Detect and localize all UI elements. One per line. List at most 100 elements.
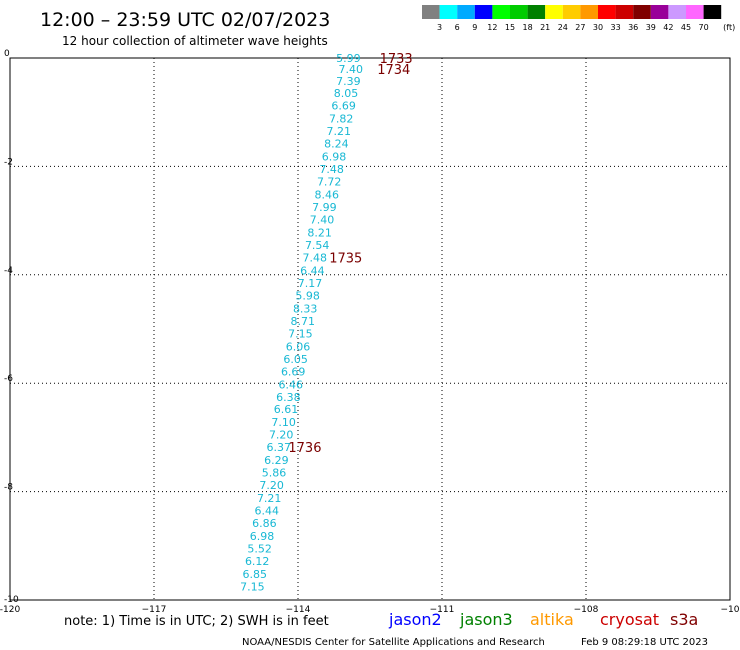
legend-swatch <box>474 5 493 19</box>
legend-swatch <box>527 5 546 19</box>
wave-height-point: 8.33 <box>293 302 318 315</box>
wave-height-point: 6.38 <box>276 391 301 404</box>
y-tick-label: -2 <box>4 157 13 167</box>
x-tick-label: -120 <box>0 605 20 615</box>
wave-height-point: 6.69 <box>331 100 356 113</box>
pass-number-label: 1736 <box>288 441 321 456</box>
legend-swatch <box>492 5 510 19</box>
legend-swatch <box>598 5 616 19</box>
y-tick-label: -10 <box>4 595 19 605</box>
legend-label: 6 <box>455 23 460 32</box>
wave-height-point: 6.05 <box>283 353 308 366</box>
plot-frame <box>9 57 731 601</box>
legend-label: 15 <box>505 23 515 32</box>
legend-label: 33 <box>611 23 621 32</box>
legend-swatch <box>457 5 475 19</box>
legend-swatch <box>580 5 598 19</box>
legend-label: 36 <box>628 23 638 32</box>
wave-height-point: 7.17 <box>298 277 323 290</box>
wave-height-point: 7.21 <box>257 492 282 505</box>
wave-height-point: 6.44 <box>300 264 325 277</box>
wave-height-point: 6.98 <box>250 530 275 543</box>
wave-height-point: 7.39 <box>336 75 361 88</box>
wave-height-point: 7.40 <box>310 214 335 227</box>
wave-height-point: 7.10 <box>271 416 296 429</box>
wave-height-point: 7.82 <box>329 113 354 126</box>
wave-height-point: 7.40 <box>339 63 364 76</box>
satellite-name: s3a <box>670 610 698 629</box>
legend-label: 42 <box>663 23 673 32</box>
wave-height-point: 8.46 <box>315 189 340 202</box>
wave-height-values: 5.997.407.398.056.697.827.218.246.987.48… <box>240 52 363 593</box>
chart-title: 12:00 – 23:59 UTC 02/07/2023 <box>40 9 330 31</box>
x-tick-label: −117 <box>142 605 167 615</box>
x-tick-label: −111 <box>430 605 455 615</box>
grid-lines <box>10 58 730 600</box>
footer-timestamp: Feb 9 08:29:18 UTC 2023 <box>581 637 708 648</box>
wave-height-point: 8.24 <box>324 138 349 151</box>
x-tick-label: −108 <box>574 605 599 615</box>
wave-height-point: 6.69 <box>281 365 306 378</box>
legend-swatch <box>545 5 563 19</box>
legend-label: 27 <box>575 23 585 32</box>
wave-height-point: 7.21 <box>327 125 352 138</box>
legend-label: 70 <box>699 23 709 32</box>
legend-swatch <box>615 5 634 19</box>
wave-height-point: 6.06 <box>286 340 311 353</box>
pass-number-label: 1734 <box>377 63 410 78</box>
wave-height-point: 8.21 <box>307 227 332 240</box>
legend-label: 39 <box>646 23 656 32</box>
pass-number-label: 1733 <box>380 52 413 67</box>
legend-swatch <box>686 5 704 19</box>
wave-height-point: 5.98 <box>295 289 320 302</box>
legend-label: 18 <box>523 23 533 32</box>
y-tick-label: 0 <box>4 49 10 59</box>
legend-label: 12 <box>487 23 497 32</box>
tick-labels: -120 −117 −114 −111 −108 −10 0 -2 -4 -6 -8 -10 <box>0 49 740 615</box>
wave-height-point: 8.05 <box>334 87 359 100</box>
legend-label: (ft) <box>723 23 735 32</box>
legend-swatch <box>422 5 440 19</box>
wave-height-point: 6.12 <box>245 555 270 568</box>
wave-height-point: 6.44 <box>255 505 280 518</box>
legend-swatch <box>633 5 651 19</box>
wave-height-point: 6.46 <box>279 378 304 391</box>
satellite-name: jason2 <box>388 610 442 629</box>
wave-height-point: 8.71 <box>291 315 316 328</box>
wave-height-point: 7.48 <box>303 251 328 264</box>
wave-height-point: 7.20 <box>269 429 294 442</box>
x-tick-label: −10 <box>721 605 740 615</box>
legend-label: 21 <box>540 23 550 32</box>
legend-swatch <box>439 5 458 19</box>
wave-height-point: 6.85 <box>243 568 268 581</box>
wave-height-point: 7.54 <box>305 239 330 252</box>
wave-height-point: 6.29 <box>264 454 289 467</box>
wave-height-point: 7.20 <box>259 479 284 492</box>
wave-height-point: 5.99 <box>336 52 361 65</box>
satellite-name: cryosat <box>600 610 659 629</box>
wave-height-point: 7.15 <box>240 580 265 593</box>
legend-label: 3 <box>437 23 442 32</box>
y-tick-label: -4 <box>4 266 13 276</box>
legend-swatch <box>650 5 669 19</box>
legend-label: 9 <box>472 23 477 32</box>
legend-swatch <box>668 5 686 19</box>
plot-area: -120 −117 −114 −111 −108 −10 0 -2 -4 -6 -8 -10 5.99… <box>0 49 740 615</box>
wave-height-point: 6.86 <box>252 517 277 530</box>
pass-number-label: 1735 <box>329 251 362 266</box>
legend-swatch <box>510 5 528 19</box>
legend-label: 24 <box>558 23 568 32</box>
wave-height-point: 5.52 <box>247 543 272 556</box>
wave-height-point: 5.86 <box>262 467 287 480</box>
y-tick-label: -6 <box>4 374 13 384</box>
y-tick-label: -8 <box>4 483 13 493</box>
color-legend: 3 6 9 12 15 18 21 24 27 30 33 36 39 42 45 70 (ft) <box>422 5 735 32</box>
wave-height-point: 6.61 <box>274 403 299 416</box>
chart-subtitle: 12 hour collection of altimeter wave hei… <box>62 34 328 48</box>
legend-swatch <box>703 5 722 19</box>
satellite-name: altika <box>530 610 574 629</box>
legend-swatch <box>562 5 581 19</box>
wave-height-point: 6.98 <box>322 151 347 164</box>
legend-label: 30 <box>593 23 603 32</box>
